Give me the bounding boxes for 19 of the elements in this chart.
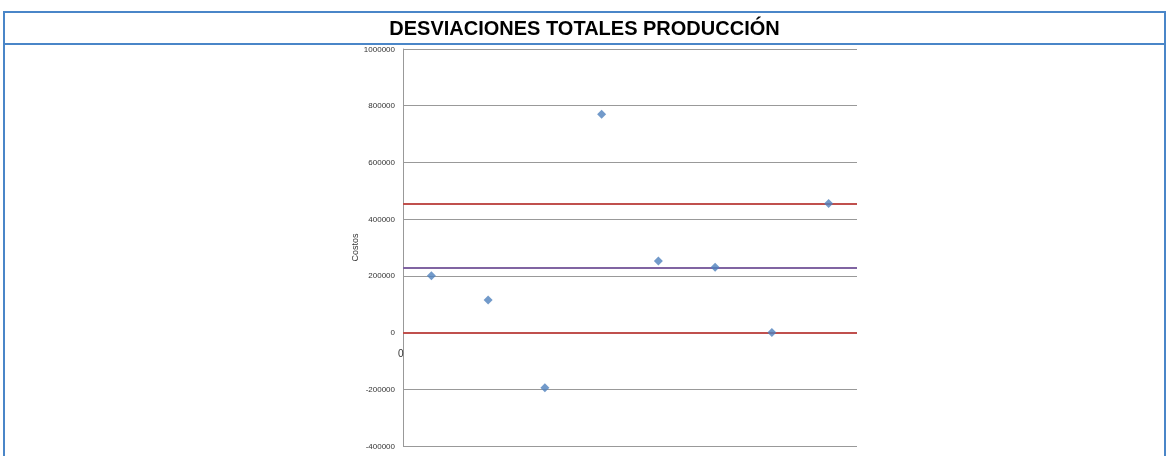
y-tick-label: 400000: [368, 214, 396, 224]
chart-title: DESVIACIONES TOTALES PRODUCCIÓN: [3, 13, 1166, 45]
y-axis-title: Costos: [350, 233, 361, 262]
point: [824, 199, 834, 209]
point: [426, 271, 436, 281]
point: [597, 109, 607, 119]
point: [653, 256, 663, 266]
y-tick-label: 600000: [368, 157, 396, 167]
point: [540, 383, 550, 393]
y-tick-label: -200000: [365, 384, 396, 394]
annotation: 0: [398, 348, 404, 359]
point: [710, 262, 720, 272]
y-tick-label: -400000: [365, 441, 396, 451]
y-tick-label: 800000: [368, 101, 396, 111]
point: [483, 295, 493, 305]
point: [767, 328, 777, 338]
y-tick-label: 0: [390, 328, 396, 338]
y-tick-label: 200000: [368, 271, 396, 281]
y-tick-label: 1000000: [363, 44, 396, 54]
